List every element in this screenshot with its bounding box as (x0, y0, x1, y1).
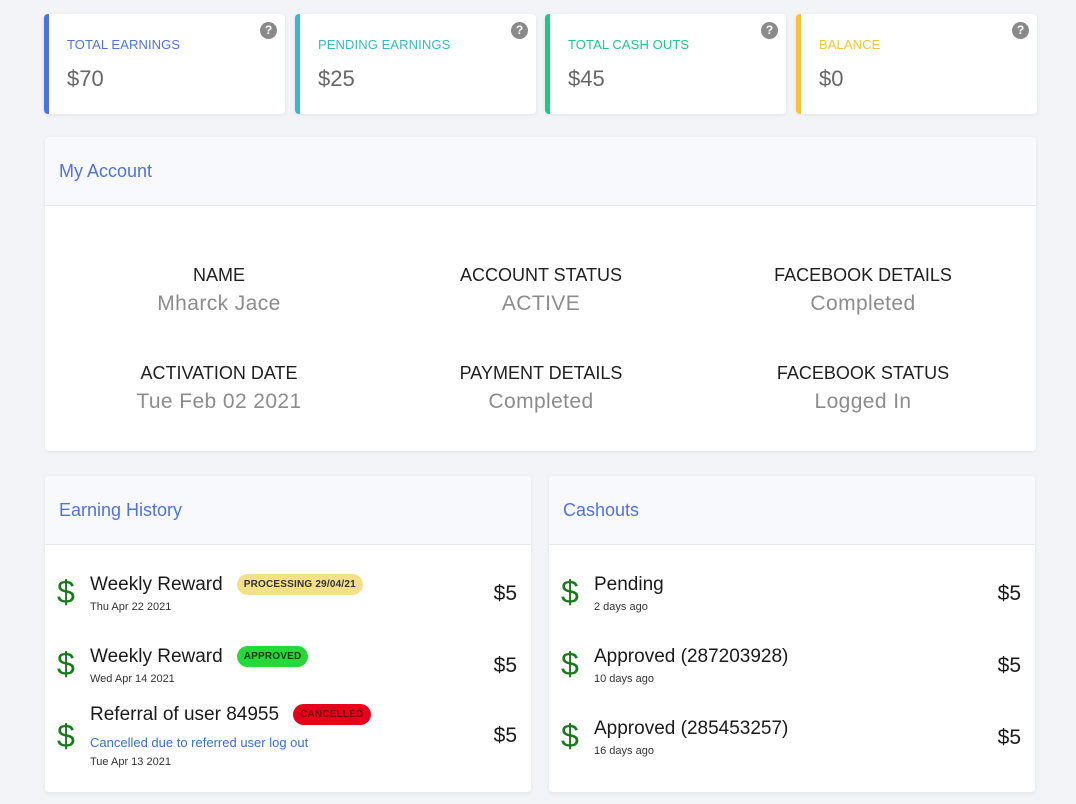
stat-card-total-earnings: TOTAL EARNINGS $70 ? (44, 14, 285, 114)
help-icon[interactable]: ? (260, 22, 277, 39)
field-value: Completed (810, 292, 916, 315)
status-badge: PROCESSING 29/04/21 (236, 574, 363, 595)
stat-card-total-cash-outs: TOTAL CASH OUTS $45 ? (545, 14, 786, 114)
account-field-activation-date: ACTIVATION DATE Tue Feb 02 2021 (54, 363, 384, 414)
item-amount: $5 (997, 654, 1021, 677)
list-item[interactable]: $ Pending 2 days ago $5 (549, 564, 1035, 624)
field-value: Mharck Jace (157, 292, 281, 315)
stat-card-pending-earnings: PENDING EARNINGS $25 ? (295, 14, 536, 114)
dollar-icon: $ (561, 574, 579, 610)
dollar-icon: $ (561, 718, 579, 754)
status-badge: CANCELLED (293, 704, 371, 725)
item-title: Weekly Reward (90, 646, 223, 667)
item-amount: $5 (997, 582, 1021, 605)
dollar-icon: $ (57, 574, 75, 610)
help-icon[interactable]: ? (511, 22, 528, 39)
field-label: ACTIVATION DATE (140, 363, 298, 383)
stat-label: PENDING EARNINGS (318, 37, 451, 52)
panel-title: My Account (45, 137, 1036, 206)
field-label: FACEBOOK STATUS (776, 363, 950, 383)
list-item[interactable]: $ Approved (285453257) 16 days ago $5 (549, 708, 1035, 768)
earning-history-panel: Earning History $ Weekly Reward PROCESSIN… (45, 476, 531, 792)
item-date: 16 days ago (594, 745, 654, 757)
item-title-line: Weekly Reward PROCESSING 29/04/21 (90, 574, 363, 596)
field-value: Logged In (814, 390, 912, 413)
list-item[interactable]: $ Approved (287203928) 10 days ago $5 (549, 636, 1035, 696)
dollar-icon: $ (57, 646, 75, 682)
dollar-icon: $ (57, 718, 75, 754)
field-label: FACEBOOK DETAILS (774, 265, 952, 285)
item-date: 10 days ago (594, 673, 654, 685)
help-icon[interactable]: ? (761, 22, 778, 39)
panel-title: Earning History (45, 476, 531, 545)
item-title: Pending (594, 574, 664, 595)
item-date: Tue Apr 13 2021 (90, 756, 171, 768)
item-amount: $5 (493, 724, 517, 747)
help-icon[interactable]: ? (1012, 22, 1029, 39)
item-amount: $5 (493, 654, 517, 677)
account-field-status: ACCOUNT STATUS ACTIVE (376, 265, 706, 316)
item-date: 2 days ago (594, 601, 648, 613)
account-field-facebook-status: FACEBOOK STATUS Logged In (698, 363, 1028, 414)
field-value: Tue Feb 02 2021 (136, 390, 302, 413)
stat-value: $70 (67, 66, 104, 91)
item-title: Weekly Reward (90, 574, 223, 595)
field-label: PAYMENT DETAILS (459, 363, 623, 383)
stat-value: $45 (568, 66, 605, 91)
item-title: Approved (285453257) (594, 718, 789, 739)
item-amount: $5 (997, 726, 1021, 749)
cashouts-panel: Cashouts $ Pending 2 days ago $5 $ Appro… (549, 476, 1035, 792)
list-item[interactable]: $ Weekly Reward APPROVED Wed Apr 14 2021 … (45, 636, 531, 696)
list-item[interactable]: $ Weekly Reward PROCESSING 29/04/21 Thu A… (45, 564, 531, 624)
item-amount: $5 (493, 582, 517, 605)
stat-value: $25 (318, 66, 355, 91)
field-value: ACTIVE (501, 292, 581, 315)
stat-card-balance: BALANCE $0 ? (796, 14, 1037, 114)
field-label: NAME (192, 265, 245, 285)
field-label: ACCOUNT STATUS (459, 265, 622, 285)
field-value: Completed (488, 390, 594, 413)
account-field-facebook-details: FACEBOOK DETAILS Completed (698, 265, 1028, 316)
account-field-name: NAME Mharck Jace (54, 265, 384, 316)
item-note: Cancelled due to referred user log out (90, 735, 309, 750)
stat-label: TOTAL CASH OUTS (568, 37, 690, 52)
item-date: Wed Apr 14 2021 (90, 673, 175, 685)
my-account-panel: My Account NAME Mharck Jace ACCOUNT STAT… (45, 137, 1036, 451)
item-title-line: Referral of user 84955 CANCELLED (90, 704, 371, 726)
item-title: Referral of user 84955 (90, 704, 280, 725)
panel-title: Cashouts (549, 476, 1035, 545)
item-title: Approved (287203928) (594, 646, 789, 667)
account-field-payment-details: PAYMENT DETAILS Completed (376, 363, 706, 414)
stat-value: $0 (819, 66, 844, 91)
dollar-icon: $ (561, 646, 579, 682)
item-title-line: Weekly Reward APPROVED (90, 646, 309, 668)
list-item[interactable]: $ Referral of user 84955 CANCELLED Cancel… (45, 702, 531, 772)
item-date: Thu Apr 22 2021 (90, 601, 172, 613)
stat-label: BALANCE (819, 37, 881, 52)
stat-label: TOTAL EARNINGS (67, 37, 181, 52)
status-badge: APPROVED (236, 646, 309, 667)
stat-cards: TOTAL EARNINGS $70 ? PENDING EARNINGS $2… (44, 14, 1037, 114)
